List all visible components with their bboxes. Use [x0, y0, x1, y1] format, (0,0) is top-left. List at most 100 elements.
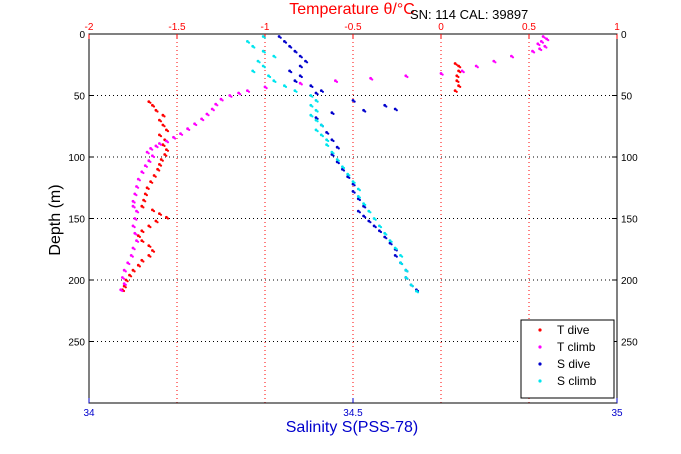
- data-point: [274, 56, 277, 59]
- data-point: [247, 90, 251, 93]
- data-point: [300, 66, 303, 69]
- data-point: [263, 36, 266, 39]
- data-point: [216, 104, 219, 107]
- right-tick-label: 150: [621, 215, 638, 226]
- data-point: [441, 73, 444, 76]
- data-point: [321, 90, 324, 93]
- data-point: [147, 187, 150, 190]
- data-point: [455, 90, 458, 93]
- data-point: [371, 78, 374, 81]
- data-point: [385, 105, 388, 108]
- data-point: [133, 270, 136, 273]
- data-point: [353, 191, 356, 194]
- data-point: [406, 277, 409, 280]
- data-point: [369, 221, 372, 224]
- data-point: [163, 115, 166, 118]
- legend-label: S dive: [557, 357, 591, 371]
- data-point: [131, 255, 134, 258]
- data-point: [406, 270, 409, 273]
- data-point: [142, 206, 145, 209]
- data-point: [128, 262, 131, 266]
- data-point: [163, 144, 166, 147]
- data-point: [269, 75, 272, 79]
- data-point: [122, 289, 126, 293]
- data-point: [265, 87, 268, 90]
- bottom-tick-label: 35: [611, 408, 623, 419]
- data-point: [311, 85, 314, 88]
- data-point: [144, 200, 147, 203]
- data-point: [364, 206, 367, 209]
- data-point: [332, 152, 335, 155]
- data-point: [142, 260, 145, 263]
- data-point: [364, 216, 367, 219]
- data-point: [374, 226, 377, 229]
- series-s-climb: [246, 35, 420, 294]
- top-tick-label: 1: [614, 22, 620, 33]
- data-point: [181, 133, 184, 136]
- data-point: [202, 119, 205, 122]
- data-point: [152, 155, 156, 159]
- data-point: [161, 159, 164, 162]
- data-point: [385, 233, 388, 236]
- data-point: [300, 75, 303, 79]
- data-point: [348, 174, 351, 177]
- legend-marker: [538, 328, 542, 332]
- data-point: [358, 198, 361, 202]
- data-point: [253, 46, 256, 49]
- data-point: [124, 283, 127, 286]
- right-tick-label: 250: [621, 338, 638, 349]
- data-point: [316, 120, 319, 123]
- data-point: [342, 166, 346, 170]
- data-point: [494, 61, 497, 64]
- left-tick-label: 150: [68, 215, 85, 226]
- data-point: [358, 189, 361, 192]
- data-point: [156, 221, 159, 224]
- data-point: [159, 164, 163, 167]
- data-point: [321, 135, 324, 138]
- data-point: [188, 128, 191, 131]
- data-point: [364, 203, 367, 206]
- data-point: [295, 90, 298, 93]
- data-point: [221, 99, 224, 102]
- data-point: [411, 285, 414, 288]
- data-point: [253, 71, 256, 74]
- top-tick-label: -1: [261, 22, 270, 33]
- data-point: [166, 217, 170, 220]
- data-point: [126, 280, 129, 283]
- data-point: [149, 255, 152, 258]
- data-point: [395, 255, 398, 258]
- data-point: [166, 141, 170, 144]
- data-point: [258, 61, 261, 64]
- legend-label: T dive: [557, 323, 590, 337]
- data-point: [538, 43, 541, 47]
- right-tick-label: 100: [621, 153, 638, 164]
- data-point: [311, 95, 314, 98]
- data-point: [459, 85, 462, 88]
- data-point: [121, 289, 124, 293]
- bottom-tick-label: 34: [83, 408, 95, 419]
- data-point: [332, 112, 335, 115]
- data-point: [547, 39, 550, 42]
- data-point: [159, 143, 163, 146]
- data-point: [230, 95, 233, 98]
- data-point: [145, 165, 148, 168]
- legend-label: T climb: [557, 340, 596, 354]
- data-point: [290, 46, 293, 49]
- series-t-dive: [121, 62, 462, 293]
- top-tick-label: 0.5: [522, 22, 536, 33]
- right-tick-label: 0: [621, 30, 627, 41]
- data-point: [142, 171, 145, 175]
- data-point: [379, 230, 383, 234]
- data-point: [406, 75, 409, 79]
- data-point: [138, 179, 141, 182]
- grid: [89, 34, 617, 403]
- data-point: [137, 211, 140, 214]
- data-point: [152, 210, 156, 213]
- data-point: [122, 277, 126, 280]
- data-point: [459, 66, 462, 69]
- data-point: [124, 270, 127, 273]
- data-point: [138, 235, 141, 238]
- data-point: [327, 132, 330, 135]
- data-point: [133, 201, 136, 204]
- bottom-axis-title: Salinity S(PSS-78): [286, 419, 419, 436]
